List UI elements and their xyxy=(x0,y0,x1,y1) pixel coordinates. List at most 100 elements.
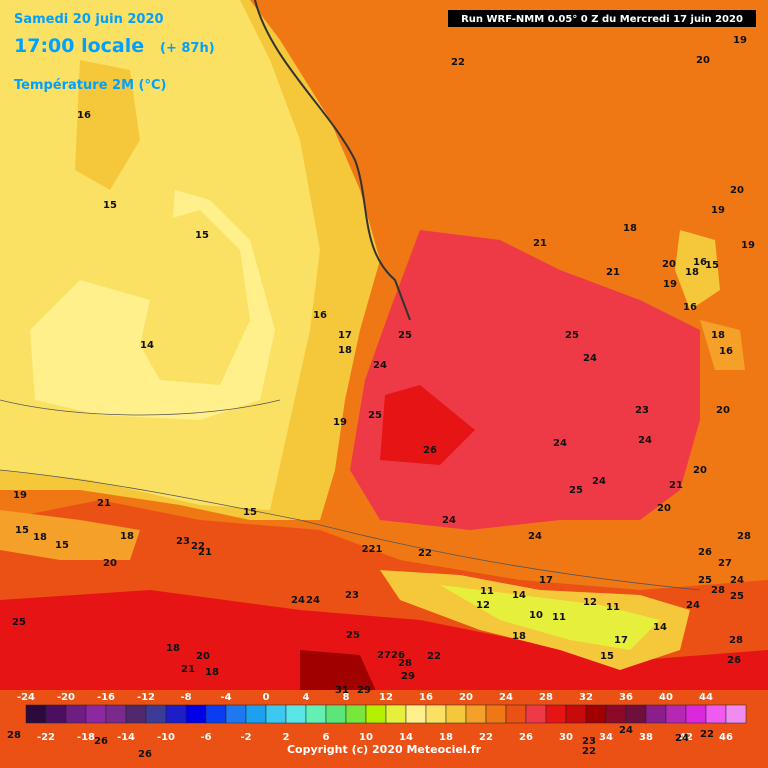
contour-label: 21 xyxy=(181,664,195,675)
colorbar-cell xyxy=(285,704,307,724)
contour-label: 19 xyxy=(741,240,755,251)
contour-label: 20 xyxy=(696,55,710,66)
contour-label: 16 xyxy=(693,257,707,268)
contour-label: 24 xyxy=(373,360,387,371)
contour-label: 221 xyxy=(362,544,383,555)
contour-label: 16 xyxy=(683,302,697,313)
contour-label: 28 xyxy=(7,730,21,741)
contour-label: 24 xyxy=(730,575,744,586)
colorbar-cell xyxy=(125,704,147,724)
contour-label: 24 xyxy=(291,595,305,606)
contour-label: 26 xyxy=(391,650,405,661)
colorbar-label: -24 xyxy=(17,692,35,703)
contour-label: 19 xyxy=(333,417,347,428)
colorbar-label: -8 xyxy=(180,692,191,703)
colorbar-cell xyxy=(385,704,407,724)
colorbar-cell xyxy=(65,704,87,724)
contour-label: 21 xyxy=(606,267,620,278)
colorbar-label: 34 xyxy=(599,732,613,743)
contour-label: 22 xyxy=(451,57,465,68)
contour-label: 15 xyxy=(243,507,257,518)
contour-label: 25 xyxy=(565,330,579,341)
contour-label: 29 xyxy=(401,671,415,682)
colorbar-label: 40 xyxy=(659,692,673,703)
contour-label: 15 xyxy=(103,200,117,211)
time: 17:00 locale xyxy=(14,35,144,57)
contour-label: 23 xyxy=(345,590,359,601)
contour-label: 12 xyxy=(476,600,490,611)
colorbar-label: -4 xyxy=(220,692,231,703)
contour-label: 28 xyxy=(398,658,412,669)
colorbar-cell xyxy=(565,704,587,724)
colorbar-cell xyxy=(505,704,527,724)
contour-label: 18 xyxy=(512,631,526,642)
colorbar-cell xyxy=(205,704,227,724)
colorbar-cell xyxy=(165,704,187,724)
contour-label: 11 xyxy=(552,612,566,623)
contour-label: 20 xyxy=(103,558,117,569)
contour-label: 18 xyxy=(120,531,134,542)
colorbar-cell xyxy=(645,704,667,724)
colorbar-label: 8 xyxy=(343,692,350,703)
colorbar-cell xyxy=(525,704,547,724)
contour-label: 20 xyxy=(657,503,671,514)
colorbar-label: 2 xyxy=(283,732,290,743)
colorbar-cell xyxy=(605,704,627,724)
colorbar-label: 6 xyxy=(323,732,330,743)
run-banner xyxy=(448,10,756,27)
contour-label: 19 xyxy=(13,490,27,501)
colorbar-label: -10 xyxy=(157,732,175,743)
contour-label: 25 xyxy=(346,630,360,641)
colorbar-cell xyxy=(305,704,327,724)
colorbar-label: 42 xyxy=(679,732,693,743)
colorbar-label: 46 xyxy=(719,732,733,743)
colorbar-label: 20 xyxy=(459,692,473,703)
contour-label: 20 xyxy=(662,259,676,270)
colorbar-cell xyxy=(85,704,107,724)
contour-label: 18 xyxy=(711,330,725,341)
contour-label: 20 xyxy=(730,185,744,196)
contour-label: 16 xyxy=(313,310,327,321)
contour-label: 27 xyxy=(377,650,391,661)
contour-label: 26 xyxy=(698,547,712,558)
contour-label: 26 xyxy=(94,736,108,747)
colorbar-label: -20 xyxy=(57,692,75,703)
copyright: Copyright (c) 2020 Meteociel.fr xyxy=(287,743,482,756)
colorbar-label: 14 xyxy=(399,732,413,743)
contour-label: 24 xyxy=(686,600,700,611)
colorbar-label: 26 xyxy=(519,732,533,743)
contour-label: 18 xyxy=(685,267,699,278)
colorbar-cell xyxy=(485,704,507,724)
colorbar-label: -14 xyxy=(117,732,135,743)
contour-label: 15 xyxy=(15,525,29,536)
colorbar-cell xyxy=(345,704,367,724)
colorbar-label: 22 xyxy=(479,732,493,743)
contour-label: 22 xyxy=(427,651,441,662)
colorbar-label: 24 xyxy=(499,692,513,703)
contour-label: 25 xyxy=(398,330,412,341)
colorbar-cell xyxy=(225,704,247,724)
contour-label: 27 xyxy=(718,558,732,569)
colorbar-cell xyxy=(685,704,707,724)
colorbar-cell xyxy=(665,704,687,724)
colorbar-cell xyxy=(365,704,387,724)
contour-label: 15 xyxy=(195,230,209,241)
colorbar-label: 10 xyxy=(359,732,373,743)
colorbar-cell xyxy=(245,704,267,724)
contour-label: 24 xyxy=(442,515,456,526)
contour-label: 24 xyxy=(583,353,597,364)
contour-label: 15 xyxy=(600,651,614,662)
contour-label: 17 xyxy=(539,575,553,586)
contour-label: 17 xyxy=(338,330,352,341)
colorbar-label: 18 xyxy=(439,732,453,743)
colorbar-cell xyxy=(25,704,47,724)
contour-label: 21 xyxy=(198,547,212,558)
contour-label: 18 xyxy=(166,643,180,654)
contour-label: 28 xyxy=(737,531,751,542)
contour-label: 29 xyxy=(357,685,371,696)
colorbar-label: 28 xyxy=(539,692,553,703)
colorbar-cell xyxy=(545,704,567,724)
colorbar-cell xyxy=(705,704,727,724)
